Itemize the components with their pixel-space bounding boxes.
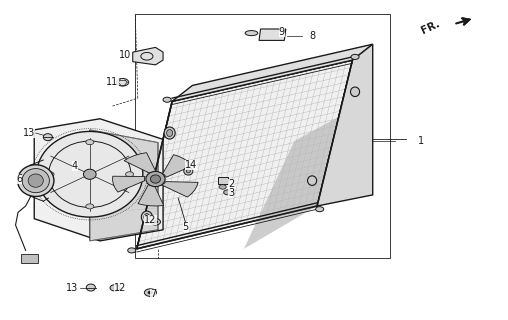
Ellipse shape <box>43 134 52 141</box>
Circle shape <box>315 207 324 212</box>
Circle shape <box>46 172 54 177</box>
Text: 6: 6 <box>16 174 22 184</box>
Polygon shape <box>259 29 286 40</box>
Ellipse shape <box>22 169 49 193</box>
Text: FR.: FR. <box>419 18 441 36</box>
Text: 8: 8 <box>309 31 315 41</box>
Text: 10: 10 <box>119 50 131 60</box>
Polygon shape <box>133 47 163 65</box>
Text: 7: 7 <box>150 289 156 299</box>
Polygon shape <box>244 109 353 249</box>
Ellipse shape <box>144 214 150 220</box>
Polygon shape <box>34 119 163 241</box>
Text: 4: 4 <box>72 161 78 171</box>
Polygon shape <box>90 130 158 241</box>
Circle shape <box>153 220 158 223</box>
Circle shape <box>351 54 359 60</box>
Ellipse shape <box>184 167 193 175</box>
Ellipse shape <box>150 175 161 183</box>
Text: 14: 14 <box>185 160 197 170</box>
Circle shape <box>125 172 134 177</box>
Polygon shape <box>163 155 193 177</box>
Polygon shape <box>21 253 38 263</box>
Circle shape <box>224 190 232 195</box>
Polygon shape <box>113 176 145 192</box>
Text: 12: 12 <box>114 284 126 293</box>
Circle shape <box>110 285 120 291</box>
Text: 13: 13 <box>66 283 78 292</box>
Ellipse shape <box>146 172 165 187</box>
Circle shape <box>219 185 226 189</box>
Circle shape <box>86 204 94 209</box>
Ellipse shape <box>186 169 190 173</box>
Polygon shape <box>138 184 164 206</box>
Circle shape <box>144 289 156 296</box>
Polygon shape <box>162 182 198 197</box>
Text: 11: 11 <box>106 77 119 87</box>
Text: 5: 5 <box>183 222 189 232</box>
Circle shape <box>148 291 153 294</box>
Text: 9: 9 <box>279 27 285 36</box>
Polygon shape <box>137 60 353 249</box>
Text: 1: 1 <box>418 136 424 146</box>
Text: 3: 3 <box>228 188 234 198</box>
Ellipse shape <box>141 211 152 223</box>
Circle shape <box>86 140 94 145</box>
Ellipse shape <box>351 87 360 97</box>
Circle shape <box>128 248 136 253</box>
Text: 12: 12 <box>144 215 156 225</box>
Ellipse shape <box>167 130 173 137</box>
Ellipse shape <box>86 284 96 291</box>
Polygon shape <box>217 178 228 184</box>
Polygon shape <box>317 44 373 206</box>
Polygon shape <box>124 153 156 173</box>
Circle shape <box>116 78 129 86</box>
Ellipse shape <box>28 174 43 187</box>
Text: 13: 13 <box>23 128 35 138</box>
Ellipse shape <box>245 31 258 36</box>
Polygon shape <box>172 44 373 101</box>
Ellipse shape <box>307 176 316 185</box>
Text: 2: 2 <box>228 179 234 189</box>
Circle shape <box>150 219 161 225</box>
Circle shape <box>163 97 171 102</box>
Ellipse shape <box>18 165 54 196</box>
Ellipse shape <box>83 169 96 179</box>
Ellipse shape <box>37 132 143 217</box>
Ellipse shape <box>164 127 175 139</box>
